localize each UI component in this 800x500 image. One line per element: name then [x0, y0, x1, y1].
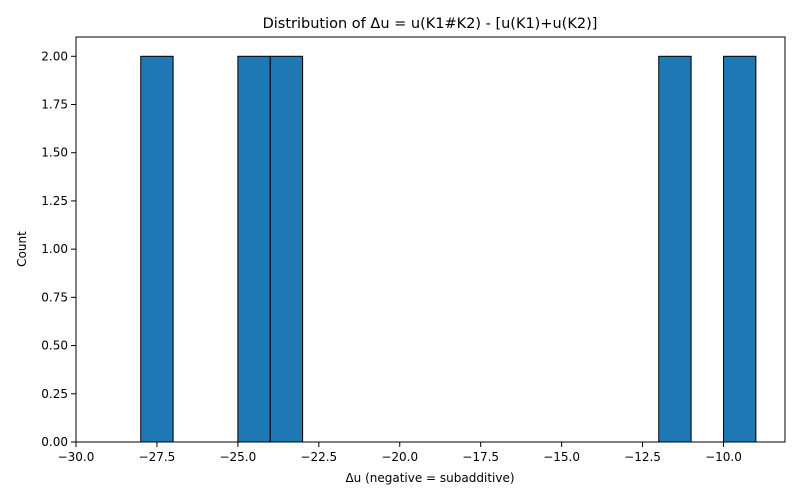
- y-tick-label: 1.25: [41, 194, 68, 208]
- x-tick-label: −22.5: [300, 450, 337, 464]
- y-axis-ticks: 0.00 0.25 0.50 0.75 1.00 1.25 1.50 1.75 2.00: [41, 49, 76, 449]
- chart-title: Distribution of Δu = u(K1#K2) - [u(K1)+u…: [263, 16, 598, 32]
- x-tick-label: −10.0: [705, 450, 742, 464]
- y-tick-label: 1.50: [41, 146, 68, 160]
- x-tick-label: −25.0: [219, 450, 256, 464]
- histogram-bar: [140, 55, 174, 443]
- x-tick-label: −27.5: [139, 450, 176, 464]
- x-axis-label: Δu (negative = subadditive): [345, 471, 514, 485]
- y-tick-label: 1.00: [41, 242, 68, 256]
- plot-frame: [75, 36, 786, 443]
- x-tick-label: −12.5: [624, 450, 661, 464]
- y-tick-label: 0.50: [41, 339, 68, 353]
- y-tick-label: 0.75: [41, 290, 68, 304]
- histogram-bar: [269, 55, 304, 443]
- y-tick-label: 0.00: [41, 435, 68, 449]
- y-tick-label: 1.75: [41, 98, 68, 112]
- x-tick-label: −30.0: [58, 450, 95, 464]
- histogram-bar: [658, 55, 692, 443]
- histogram-bar: [237, 55, 271, 443]
- y-axis-label: Count: [15, 231, 29, 267]
- x-tick-label: −20.0: [381, 450, 418, 464]
- bars-group: [140, 55, 757, 443]
- histogram-bar: [722, 55, 757, 443]
- y-tick-label: 2.00: [41, 49, 68, 63]
- x-tick-label: −17.5: [462, 450, 499, 464]
- y-tick-label: 0.25: [41, 387, 68, 401]
- x-tick-label: −15.0: [543, 450, 580, 464]
- x-axis-ticks: −30.0 −27.5 −25.0 −22.5 −20.0 −17.5 −15.0 −12.5…: [58, 442, 742, 464]
